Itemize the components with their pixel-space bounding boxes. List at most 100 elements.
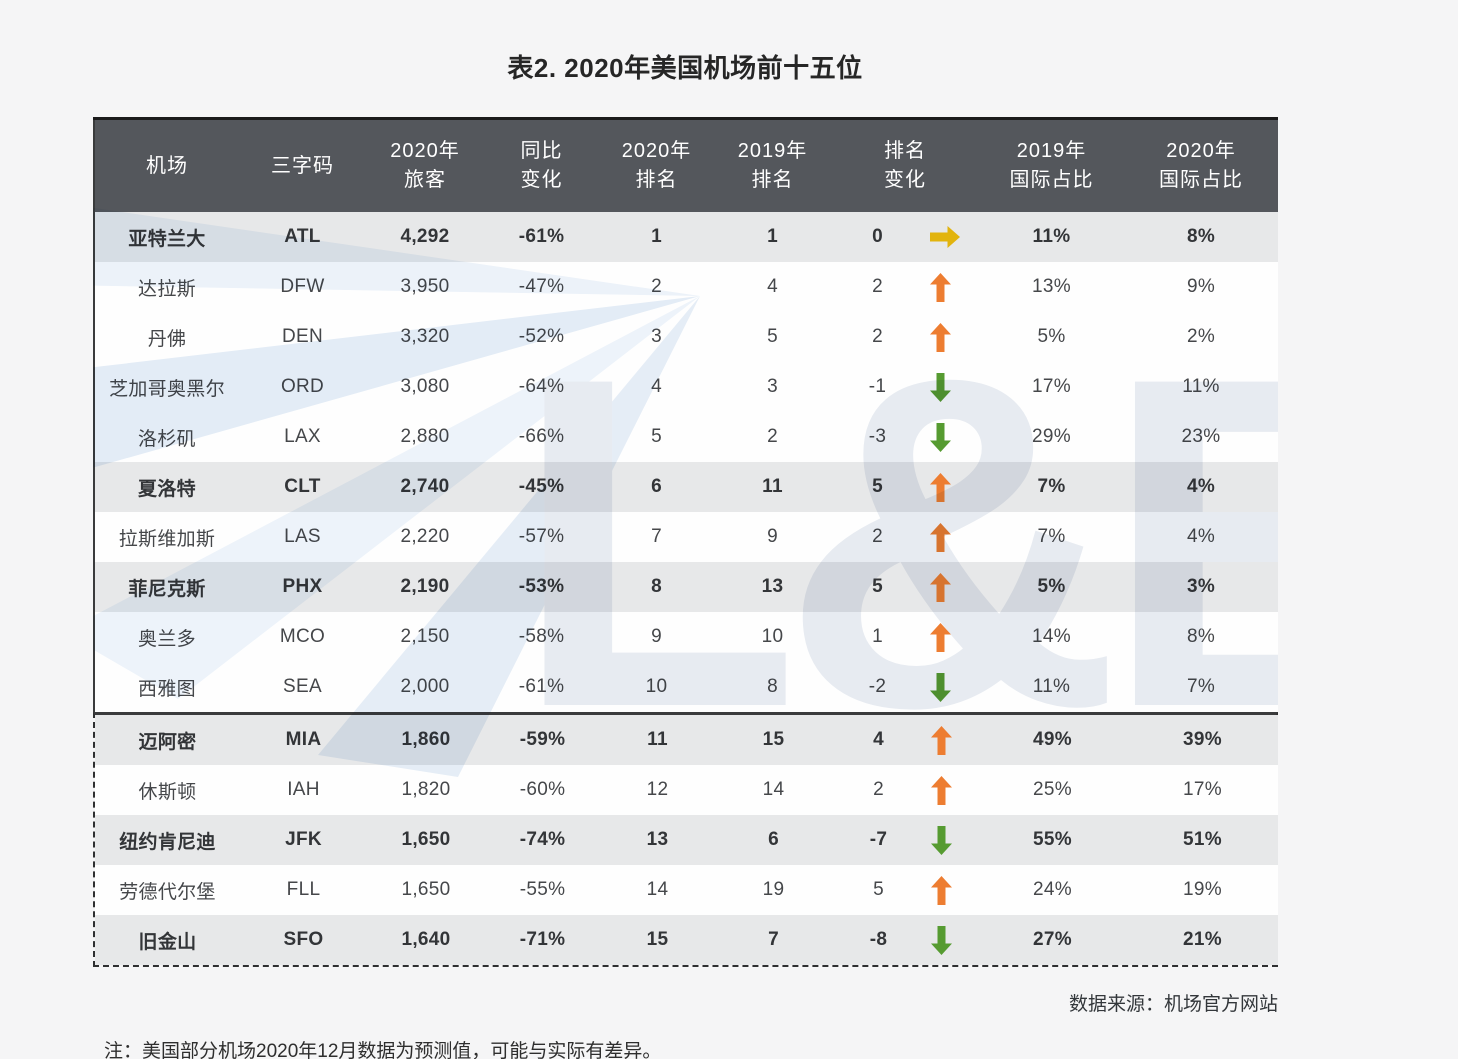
passengers-cell: 2,150 [366, 612, 484, 662]
intl2019-cell: 7% [979, 462, 1124, 512]
airport-cell: 亚特兰大 [94, 212, 239, 262]
rank2019-cell: 11 [714, 462, 831, 512]
up-arrow-icon [924, 562, 979, 612]
rank2020-cell: 15 [600, 915, 715, 965]
yoy-cell: -61% [484, 212, 599, 262]
airport-cell: 旧金山 [95, 915, 240, 965]
rank2020-cell: 11 [600, 715, 715, 765]
table-row: 丹佛 DEN 3,320 -52% 3 5 2 5% 2% [94, 312, 1278, 362]
yoy-cell: -60% [485, 765, 600, 815]
intl2020-cell: 11% [1124, 362, 1278, 412]
airport-table-container: 机场 三字码 2020年 旅客 同比 变化 2020年 排名 2019年 排名 … [93, 117, 1278, 967]
airport-cell: 菲尼克斯 [94, 562, 239, 612]
table-row: 芝加哥奥黑尔 ORD 3,080 -64% 4 3 -1 17% 11% [94, 362, 1278, 412]
down-arrow-icon [924, 362, 979, 412]
passengers-cell: 4,292 [366, 212, 484, 262]
rank2019-cell: 1 [714, 212, 831, 262]
yoy-cell: -71% [485, 915, 600, 965]
rank2019-cell: 5 [714, 312, 831, 362]
passengers-cell: 3,950 [366, 262, 484, 312]
up-arrow-icon [924, 462, 979, 512]
passengers-cell: 2,220 [366, 512, 484, 562]
change-cell: 5 [832, 865, 925, 915]
header-row: 机场 三字码 2020年 旅客 同比 变化 2020年 排名 2019年 排名 … [94, 118, 1278, 212]
change-cell: -8 [832, 915, 925, 965]
airport-cell: 劳德代尔堡 [95, 865, 240, 915]
passengers-cell: 2,740 [366, 462, 484, 512]
passengers-cell: 2,880 [366, 412, 484, 462]
code-cell: SFO [240, 915, 367, 965]
yoy-cell: -47% [484, 262, 599, 312]
intl2019-cell: 29% [979, 412, 1124, 462]
change-cell: 4 [832, 715, 925, 765]
table-row: 奥兰多 MCO 2,150 -58% 9 10 1 14% 8% [94, 612, 1278, 662]
up-arrow-icon [924, 312, 979, 362]
table-row: 夏洛特 CLT 2,740 -45% 6 11 5 7% 4% [94, 462, 1278, 512]
intl2020-cell: 21% [1125, 915, 1278, 965]
intl2020-cell: 39% [1125, 715, 1278, 765]
rank2020-cell: 4 [599, 362, 714, 412]
intl2019-cell: 55% [980, 815, 1125, 865]
rank2020-cell: 5 [599, 412, 714, 462]
airport-cell: 洛杉矶 [94, 412, 239, 462]
passengers-cell: 1,860 [367, 715, 485, 765]
yoy-cell: -52% [484, 312, 599, 362]
change-cell: 0 [831, 212, 924, 262]
code-cell: MCO [239, 612, 366, 662]
intl2020-cell: 51% [1125, 815, 1278, 865]
airport-cell: 迈阿密 [95, 715, 240, 765]
code-cell: DFW [239, 262, 366, 312]
up-arrow-icon [925, 715, 980, 765]
code-cell: DEN [239, 312, 366, 362]
data-source-label: 数据来源：机场官方网站 [1068, 994, 1278, 1015]
bottom-section-dashed-box: 迈阿密 MIA 1,860 -59% 11 15 4 49% 39% 休斯顿 IAH 1,820 -60… [93, 712, 1278, 967]
rank2020-cell: 1 [599, 212, 714, 262]
intl2020-cell: 8% [1124, 212, 1278, 262]
yoy-cell: -53% [484, 562, 599, 612]
code-cell: LAS [239, 512, 366, 562]
table-row: 拉斯维加斯 LAS 2,220 -57% 7 9 2 7% 4% [94, 512, 1278, 562]
table-row: 西雅图 SEA 2,000 -61% 10 8 -2 11% 7% [94, 662, 1278, 712]
up-arrow-icon [925, 765, 980, 815]
intl2019-cell: 5% [979, 562, 1124, 612]
rank2020-cell: 12 [600, 765, 715, 815]
footnote: 注：美国部分机场2020年12月数据为预测值，可能与实际有差异。 [104, 1041, 662, 1059]
change-cell: 2 [831, 262, 924, 312]
intl2019-cell: 27% [980, 915, 1125, 965]
change-cell: -3 [831, 412, 924, 462]
passengers-cell: 2,000 [366, 662, 484, 712]
rank2019-cell: 9 [714, 512, 831, 562]
airport-cell: 芝加哥奥黑尔 [94, 362, 239, 412]
yoy-cell: -64% [484, 362, 599, 412]
intl2020-cell: 17% [1125, 765, 1278, 815]
table-row: 旧金山 SFO 1,640 -71% 15 7 -8 27% 21% [95, 915, 1278, 965]
table-row: 达拉斯 DFW 3,950 -47% 2 4 2 13% 9% [94, 262, 1278, 312]
passengers-cell: 1,650 [367, 865, 485, 915]
yoy-cell: -66% [484, 412, 599, 462]
table-row: 劳德代尔堡 FLL 1,650 -55% 14 19 5 24% 19% [95, 865, 1278, 915]
intl2019-cell: 7% [979, 512, 1124, 562]
code-cell: PHX [239, 562, 366, 612]
down-arrow-icon [924, 662, 979, 712]
intl2019-cell: 49% [980, 715, 1125, 765]
airport-cell: 达拉斯 [94, 262, 239, 312]
rank2019-cell: 3 [714, 362, 831, 412]
right-arrow-icon [924, 212, 979, 262]
change-cell: 2 [831, 312, 924, 362]
code-cell: LAX [239, 412, 366, 462]
table-row: 纽约肯尼迪 JFK 1,650 -74% 13 6 -7 55% 51% [95, 815, 1278, 865]
passengers-cell: 3,320 [366, 312, 484, 362]
down-arrow-icon [925, 915, 980, 965]
table-row: 亚特兰大 ATL 4,292 -61% 1 1 0 11% 8% [94, 212, 1278, 262]
up-arrow-icon [924, 512, 979, 562]
yoy-cell: -61% [484, 662, 599, 712]
col-header-rank2019: 2019年 排名 [714, 118, 831, 212]
rank2020-cell: 8 [599, 562, 714, 612]
up-arrow-icon [924, 262, 979, 312]
change-cell: 2 [832, 765, 925, 815]
intl2019-cell: 5% [979, 312, 1124, 362]
intl2020-cell: 7% [1124, 662, 1278, 712]
intl2020-cell: 9% [1124, 262, 1278, 312]
airport-cell: 拉斯维加斯 [94, 512, 239, 562]
rank2019-cell: 13 [714, 562, 831, 612]
